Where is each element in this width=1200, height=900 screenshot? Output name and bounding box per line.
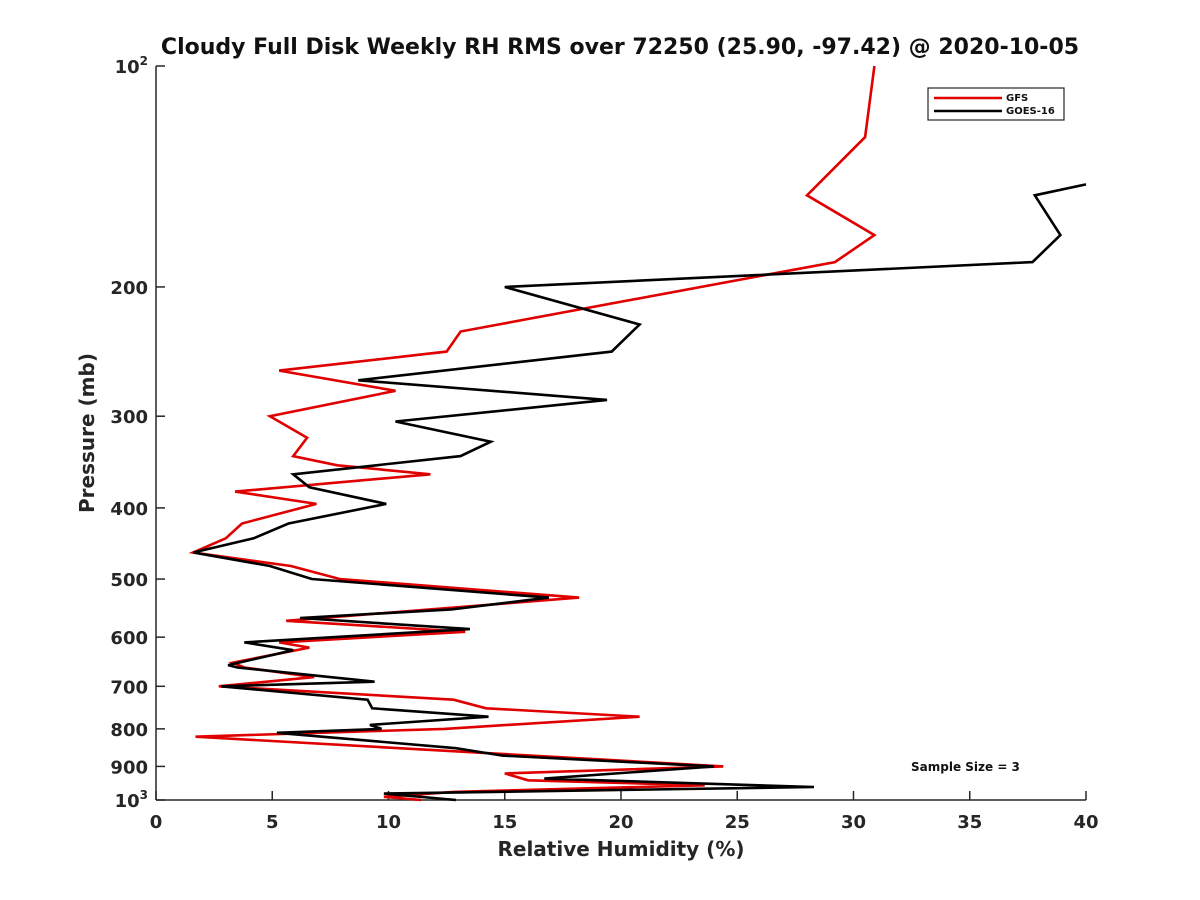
y-tick-label: 900 (110, 757, 148, 778)
y-axis-label: Pressure (mb) (75, 353, 99, 513)
series-line-goes16 (192, 183, 1087, 802)
x-tick-label: 0 (150, 812, 163, 833)
x-axis-label: Relative Humidity (%) (497, 837, 744, 861)
y-tick-label: 103 (115, 788, 148, 812)
x-tick-label: 30 (841, 812, 866, 833)
y-tick-label: 800 (110, 720, 148, 741)
x-tick-label: 25 (725, 812, 750, 833)
y-tick-label: 600 (110, 628, 148, 649)
legend: GFS GOES-16 (927, 87, 1065, 121)
x-ticks: 0 5 10 15 20 25 30 35 40 (150, 791, 1099, 833)
y-tick-label: 102 (115, 54, 148, 78)
x-tick-label: 10 (376, 812, 401, 833)
x-tick-label: 35 (957, 812, 982, 833)
x-tick-label: 15 (492, 812, 517, 833)
y-tick-label: 300 (110, 407, 148, 428)
sample-size-annotation: Sample Size = 3 (911, 760, 1020, 774)
y-tick-label: 700 (110, 677, 148, 698)
legend-label-goes16: GOES-16 (1006, 106, 1055, 117)
legend-box (927, 87, 1065, 121)
y-tick-label: 400 (110, 499, 148, 520)
series-line-gfs (188, 65, 877, 802)
y-tick-label: 200 (110, 278, 148, 299)
x-tick-label: 5 (266, 812, 279, 833)
legend-label-gfs: GFS (1006, 93, 1028, 104)
y-ticks: 102 200 300 400 500 600 700 800 900 103 (110, 54, 165, 812)
x-tick-label: 20 (608, 812, 633, 833)
x-tick-label: 40 (1073, 812, 1098, 833)
chart-title: Cloudy Full Disk Weekly RH RMS over 7225… (161, 35, 1079, 60)
y-tick-label: 500 (110, 570, 148, 591)
series-lines (188, 65, 1087, 802)
